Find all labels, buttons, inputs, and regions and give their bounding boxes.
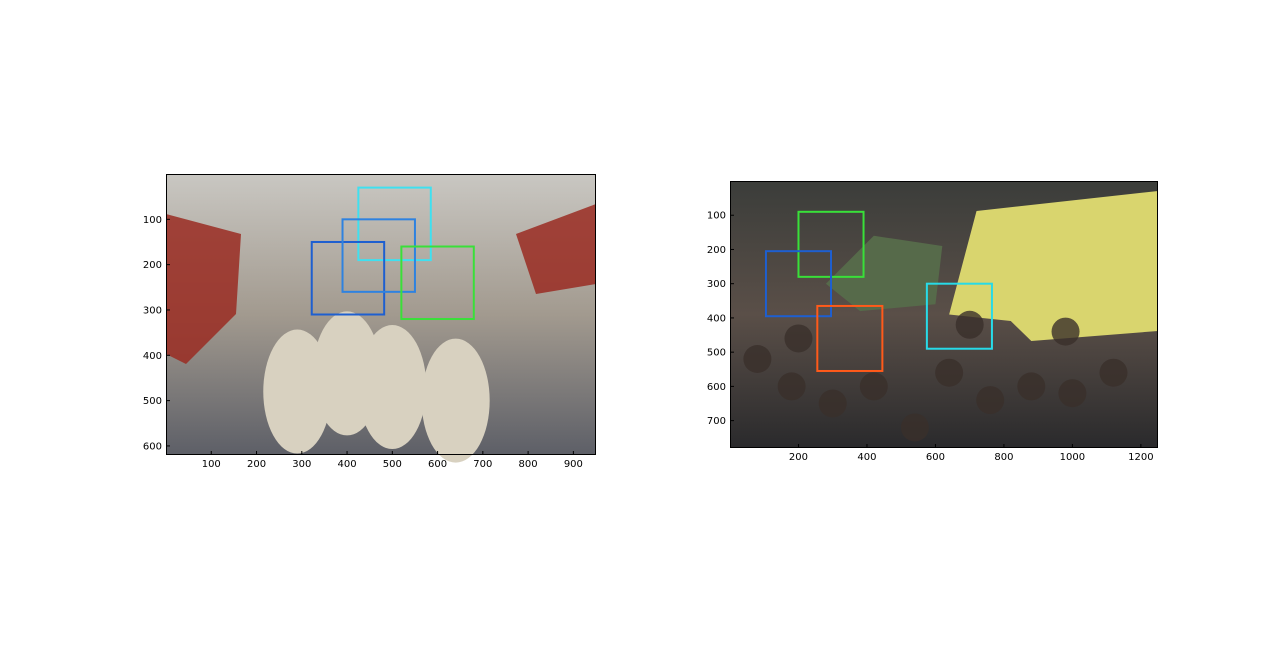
truck-shape (949, 191, 1158, 341)
left-axes-frame (166, 174, 596, 455)
red-barrier-right (516, 204, 596, 294)
detection-box (357, 186, 432, 262)
head-shape (859, 372, 888, 401)
head-shape (976, 386, 1005, 415)
x-tick-label: 1000 (1060, 452, 1085, 463)
x-tick-label: 800 (994, 452, 1013, 463)
right-panel: 200 400 600 800 1000 1200 100 200 300 400 500 600 7… (707, 181, 1158, 463)
left-x-axis: 100 200 300 400 500 600 700 800 900 (202, 451, 583, 470)
head-shape (1099, 358, 1128, 387)
left-detection-boxes (310, 186, 475, 321)
head-shape (1051, 317, 1080, 346)
x-tick-label: 200 (789, 452, 808, 463)
y-tick-label: 300 (707, 279, 726, 290)
y-tick-label: 200 (707, 245, 726, 256)
right-crowd-photo (730, 181, 1158, 448)
y-tick-label: 300 (143, 305, 162, 316)
y-tick-label: 100 (143, 215, 162, 226)
x-tick-label: 500 (383, 459, 402, 470)
left-y-axis: 100 200 300 400 500 600 (143, 215, 170, 452)
right-y-axis: 100 200 300 400 500 600 700 (707, 211, 734, 427)
y-tick-label: 200 (143, 260, 162, 271)
head-shape (818, 389, 847, 418)
right-x-axis: 200 400 600 800 1000 1200 (789, 444, 1154, 463)
head-shape (900, 413, 929, 442)
x-tick-label: 800 (519, 459, 538, 470)
detection-box (816, 304, 884, 372)
head-shape (743, 345, 772, 373)
x-tick-label: 400 (857, 452, 876, 463)
right-axes-frame (730, 181, 1158, 448)
left-panel: 100 200 300 400 500 600 700 800 900 100 200 300 400… (143, 174, 596, 470)
head-shape (935, 358, 964, 387)
x-tick-label: 900 (564, 459, 583, 470)
y-tick-label: 500 (707, 348, 726, 359)
x-tick-label: 700 (473, 459, 492, 470)
detection-box (925, 282, 993, 350)
head-shape (784, 324, 813, 353)
head-shape (1017, 372, 1046, 401)
y-tick-label: 500 (143, 396, 162, 407)
x-tick-label: 200 (247, 459, 266, 470)
y-tick-label: 600 (707, 382, 726, 393)
x-tick-label: 1200 (1128, 452, 1153, 463)
left-crowd-photo (166, 174, 596, 463)
bin-shape (825, 235, 943, 312)
detection-box (341, 218, 416, 293)
x-tick-label: 600 (428, 459, 447, 470)
red-barrier-left (166, 214, 241, 364)
y-tick-label: 100 (707, 211, 726, 222)
detection-box (764, 250, 833, 318)
right-detection-boxes (764, 210, 993, 372)
y-tick-label: 400 (707, 313, 726, 324)
y-tick-label: 600 (143, 441, 162, 452)
y-tick-label: 400 (143, 351, 162, 362)
head-shape (955, 310, 984, 339)
head-shape (1058, 379, 1087, 408)
y-tick-label: 700 (707, 416, 726, 427)
animal-shape (358, 325, 427, 450)
x-tick-label: 600 (926, 452, 945, 463)
animal-shape (421, 338, 490, 463)
x-tick-label: 400 (338, 459, 357, 470)
x-tick-label: 100 (202, 459, 221, 470)
detection-box (310, 240, 386, 316)
x-tick-label: 300 (292, 459, 311, 470)
head-shape (777, 372, 806, 401)
detection-box (400, 245, 475, 321)
